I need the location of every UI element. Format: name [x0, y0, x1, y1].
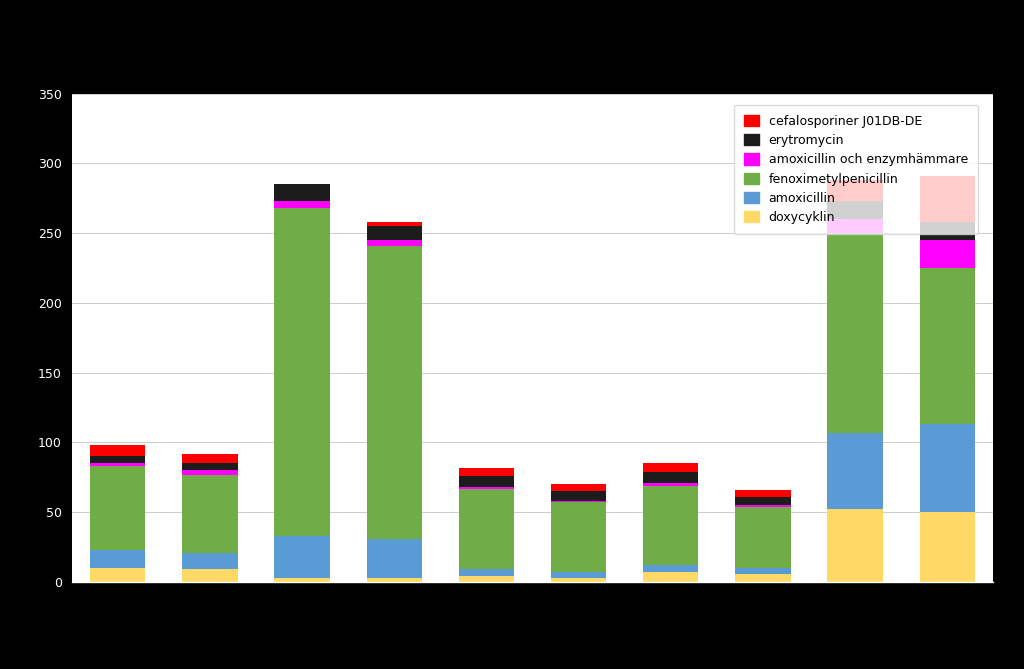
Bar — [920, 512, 975, 582]
Bar — [367, 246, 422, 539]
Bar — [827, 219, 883, 233]
Bar — [827, 233, 883, 433]
Bar — [274, 201, 330, 208]
Bar — [274, 536, 330, 578]
Bar — [551, 491, 606, 501]
Bar — [551, 578, 606, 582]
Bar — [182, 454, 238, 464]
Bar — [367, 578, 422, 582]
Bar — [551, 502, 606, 572]
Bar — [735, 573, 791, 582]
Bar — [827, 201, 883, 219]
Bar — [827, 510, 883, 582]
Bar — [90, 550, 145, 568]
Bar — [182, 464, 238, 470]
Bar — [551, 501, 606, 502]
Bar — [920, 268, 975, 424]
Bar — [920, 176, 975, 222]
Bar — [551, 572, 606, 578]
Bar — [827, 180, 883, 201]
Bar — [459, 476, 514, 487]
Bar — [735, 506, 791, 568]
Bar — [920, 240, 975, 268]
Bar — [182, 569, 238, 582]
Bar — [643, 572, 698, 582]
Bar — [459, 569, 514, 577]
Legend: cefalosporiner J01DB-DE, erytromycin, amoxicillin och enzymhämmare, fenoximetylp: cefalosporiner J01DB-DE, erytromycin, am… — [733, 105, 978, 234]
Bar — [551, 484, 606, 491]
Bar — [182, 553, 238, 569]
Bar — [643, 486, 698, 565]
Bar — [643, 483, 698, 486]
Bar — [459, 487, 514, 488]
Bar — [459, 577, 514, 582]
Bar — [459, 468, 514, 476]
Bar — [90, 456, 145, 464]
Bar — [367, 240, 422, 246]
Bar — [367, 222, 422, 226]
Bar — [274, 185, 330, 201]
Bar — [182, 474, 238, 553]
Bar — [90, 466, 145, 550]
Bar — [827, 433, 883, 510]
Bar — [90, 446, 145, 456]
Bar — [90, 464, 145, 466]
Bar — [735, 568, 791, 573]
Bar — [274, 578, 330, 582]
Bar — [367, 539, 422, 578]
Bar — [643, 464, 698, 472]
Bar — [920, 424, 975, 512]
Bar — [90, 568, 145, 582]
Bar — [367, 226, 422, 240]
Bar — [459, 488, 514, 569]
Bar — [735, 497, 791, 505]
Bar — [735, 490, 791, 497]
Bar — [920, 222, 975, 240]
Bar — [735, 505, 791, 506]
Bar — [643, 565, 698, 572]
Bar — [182, 470, 238, 474]
Bar — [643, 472, 698, 483]
Bar — [274, 208, 330, 536]
